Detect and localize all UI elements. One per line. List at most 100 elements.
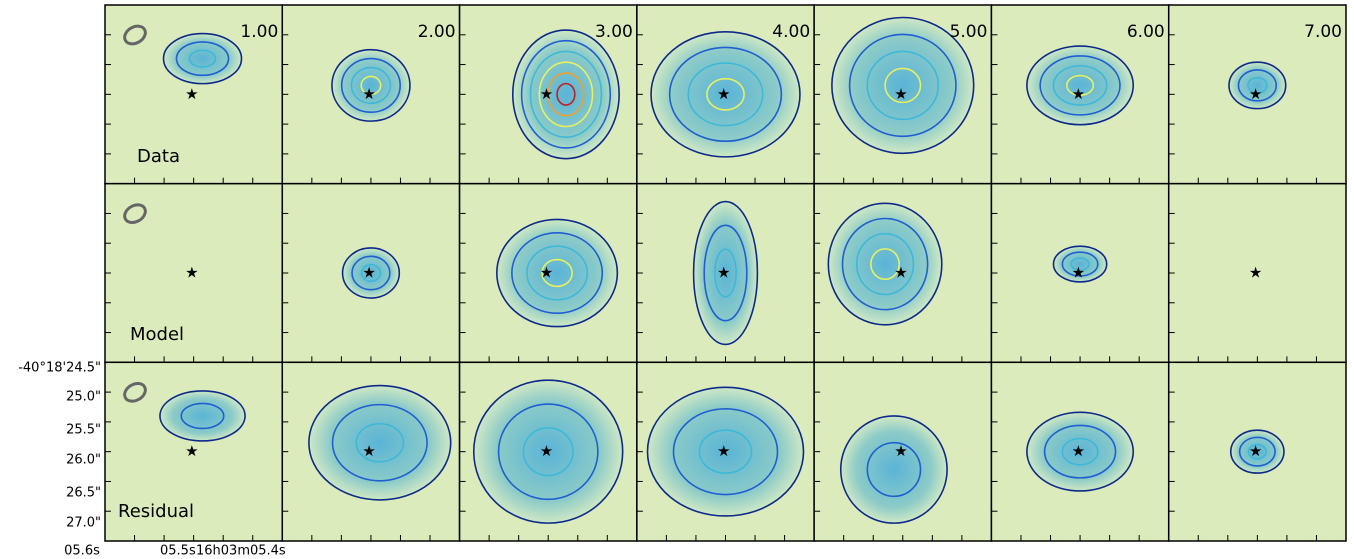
emission <box>308 385 451 500</box>
contour <box>1238 436 1276 467</box>
contour <box>556 82 576 106</box>
contour <box>159 390 246 442</box>
emission <box>163 33 242 84</box>
contour <box>520 39 612 149</box>
contour <box>706 77 745 111</box>
panel-frame <box>1167 361 1347 542</box>
star-marker: ★ <box>185 442 198 460</box>
contour <box>703 224 748 322</box>
emission <box>1026 412 1134 491</box>
contour <box>1247 443 1268 460</box>
row-label: Data <box>137 146 180 167</box>
star-marker: ★ <box>894 264 907 282</box>
y-tick-label: 25.0" <box>66 390 101 405</box>
contour <box>331 48 411 122</box>
emission <box>342 247 400 299</box>
contour <box>698 429 753 474</box>
emission <box>693 201 758 345</box>
contour <box>692 200 759 346</box>
star-marker: ★ <box>1072 442 1085 460</box>
x-tick-label: 16h03m05.4s <box>196 544 286 559</box>
contour <box>360 75 382 96</box>
contour <box>541 258 573 288</box>
row-label: Model <box>130 324 184 345</box>
x-tick-label: 05.5s <box>160 544 196 559</box>
emission <box>651 31 800 157</box>
beam <box>123 24 147 46</box>
y-tick-label: -40°18'24.5" <box>18 361 101 376</box>
emission <box>512 30 620 159</box>
beam <box>123 381 147 403</box>
star-marker: ★ <box>1072 264 1085 282</box>
contour <box>884 67 922 104</box>
star-marker: ★ <box>717 442 730 460</box>
contour <box>848 33 957 138</box>
contour <box>1247 76 1268 94</box>
contour <box>1065 74 1095 97</box>
contour <box>827 202 943 326</box>
emission <box>1228 62 1286 109</box>
star-marker: ★ <box>362 85 375 103</box>
x-tick-label: 05.6s <box>64 544 100 559</box>
contour <box>866 50 940 121</box>
emission <box>473 380 623 524</box>
star-marker: ★ <box>717 264 730 282</box>
contour <box>188 49 217 68</box>
channel-label: 7.00 <box>1304 22 1342 42</box>
star-marker: ★ <box>362 442 375 460</box>
emission <box>1053 246 1107 282</box>
contour <box>175 41 230 77</box>
star-marker: ★ <box>1249 264 1262 282</box>
contour <box>511 232 604 315</box>
emission <box>1230 430 1284 474</box>
emission <box>496 219 618 327</box>
star-marker: ★ <box>1249 85 1262 103</box>
panel-background <box>105 183 283 363</box>
contour <box>1026 45 1135 126</box>
contour <box>839 415 948 524</box>
star-marker: ★ <box>894 442 907 460</box>
contour <box>1052 245 1108 283</box>
beam <box>123 203 147 225</box>
contour <box>1061 437 1099 466</box>
contour <box>841 217 929 311</box>
star-marker: ★ <box>540 264 553 282</box>
emission <box>159 390 246 441</box>
star-marker: ★ <box>540 442 553 460</box>
emission <box>647 387 804 516</box>
contour <box>162 32 243 85</box>
row-label: Residual <box>118 501 194 522</box>
channel-label: 2.00 <box>418 22 456 42</box>
contour <box>1228 61 1287 110</box>
channel-label: 1.00 <box>240 22 278 42</box>
contour <box>1229 429 1285 474</box>
contour <box>355 422 405 463</box>
contour <box>340 57 401 114</box>
emission <box>840 415 948 524</box>
channel-label: 4.00 <box>772 22 810 42</box>
star-marker: ★ <box>1249 442 1262 460</box>
contour <box>870 248 901 281</box>
channel-label: 5.00 <box>950 22 988 42</box>
contour <box>855 232 915 296</box>
star-marker: ★ <box>717 85 730 103</box>
contour <box>351 255 391 291</box>
contour <box>672 407 779 496</box>
y-tick-label: 26.5" <box>66 486 101 501</box>
panels: ★ ★ ★ ★ ★ ★ ★ ★ ★ ★ ★ ★ ★ ★ ★ ★ ★ ★ ★ ★ ★ <box>104 4 1347 542</box>
contour <box>831 16 975 155</box>
contour <box>511 29 620 160</box>
contour <box>331 403 428 482</box>
channel-label: 6.00 <box>1127 22 1165 42</box>
contour <box>1026 411 1135 492</box>
contour <box>522 427 574 477</box>
contour <box>547 72 585 117</box>
contour <box>650 31 801 158</box>
contour <box>472 379 624 524</box>
labels: 1.00 2.00 3.00 4.00 5.00 6.00 7.00 Data Model Res… <box>18 22 1342 559</box>
contour <box>1070 257 1090 271</box>
panel-background <box>1168 183 1346 363</box>
contour <box>1039 55 1121 116</box>
y-tick-label: 25.5" <box>66 423 101 438</box>
